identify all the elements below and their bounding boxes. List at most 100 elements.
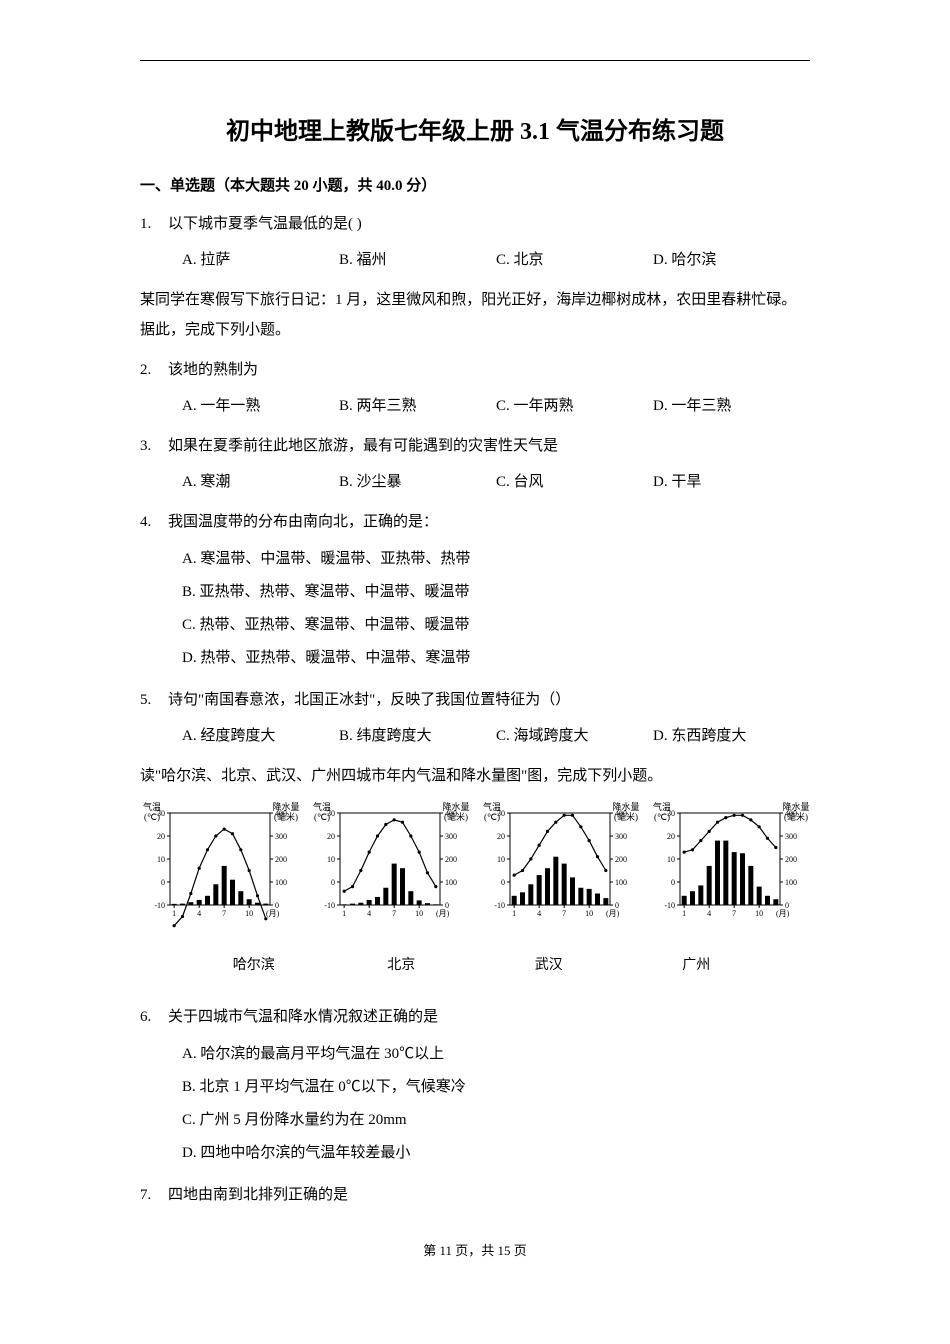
climate-chart: -100102030010020030040014710(月)气温(℃)降水量(… <box>650 801 810 936</box>
svg-text:(℃): (℃) <box>314 812 330 822</box>
svg-text:降水量: 降水量 <box>442 801 469 812</box>
svg-text:10: 10 <box>245 909 253 918</box>
svg-text:10: 10 <box>415 909 423 918</box>
option-a: A. 一年一熟 <box>182 391 339 421</box>
climate-chart: -100102030010020030040014710(月)气温(℃)降水量(… <box>480 801 640 936</box>
svg-text:4: 4 <box>367 909 371 918</box>
q-stem: 以下城市夏季气温最低的是( ) <box>168 209 810 239</box>
svg-text:7: 7 <box>562 909 566 918</box>
svg-text:20: 20 <box>327 832 335 841</box>
svg-text:100: 100 <box>445 878 457 887</box>
svg-text:200: 200 <box>445 855 457 864</box>
svg-text:10: 10 <box>755 909 763 918</box>
svg-text:1: 1 <box>682 909 686 918</box>
svg-text:气温: 气温 <box>653 801 671 812</box>
option-c: C. 台风 <box>496 467 653 497</box>
svg-text:气温: 气温 <box>313 801 331 812</box>
question-5: 5. 诗句"南国春意浓，北国正冰封"，反映了我国位置特征为（） <box>140 685 810 715</box>
city-label: 广州 <box>623 954 771 974</box>
svg-text:20: 20 <box>667 832 675 841</box>
option-b: B. 北京 1 月平均气温在 0℃以下，气候寒冷 <box>182 1071 810 1104</box>
option-c: C. 广州 5 月份降水量约为在 20mm <box>182 1104 810 1137</box>
question-7: 7. 四地由南到北排列正确的是 <box>140 1180 810 1210</box>
svg-text:100: 100 <box>785 878 797 887</box>
q-number: 1. <box>140 209 168 239</box>
climate-chart: -100102030010020030040014710(月)气温(℃)降水量(… <box>310 801 470 936</box>
svg-text:-10: -10 <box>664 901 675 910</box>
option-a: A. 经度跨度大 <box>182 721 339 751</box>
q-stem: 四地由南到北排列正确的是 <box>168 1180 810 1210</box>
top-rule <box>140 60 810 61</box>
svg-text:10: 10 <box>157 855 165 864</box>
option-a: A. 寒温带、中温带、暖温带、亚热带、热带 <box>182 543 810 576</box>
q-number: 2. <box>140 355 168 385</box>
option-d: D. 四地中哈尔滨的气温年较差最小 <box>182 1137 810 1170</box>
option-d: D. 干旱 <box>653 467 810 497</box>
chart-city-labels: 哈尔滨 北京 武汉 广州 <box>140 954 810 974</box>
q6-options: A. 哈尔滨的最高月平均气温在 30℃以上 B. 北京 1 月平均气温在 0℃以… <box>140 1038 810 1170</box>
option-b: B. 两年三熟 <box>339 391 496 421</box>
svg-text:降水量: 降水量 <box>782 801 809 812</box>
svg-text:-10: -10 <box>494 901 505 910</box>
question-6: 6. 关于四城市气温和降水情况叙述正确的是 <box>140 1002 810 1032</box>
svg-text:1: 1 <box>172 909 176 918</box>
question-4: 4. 我国温度带的分布由南向北，正确的是： <box>140 507 810 537</box>
q5-options: A. 经度跨度大 B. 纬度跨度大 C. 海域跨度大 D. 东西跨度大 <box>140 721 810 751</box>
option-a: A. 寒潮 <box>182 467 339 497</box>
svg-text:200: 200 <box>785 855 797 864</box>
svg-text:(毫米): (毫米) <box>274 811 298 822</box>
section-heading: 一、单选题（本大题共 20 小题，共 40.0 分） <box>140 174 810 195</box>
svg-text:200: 200 <box>615 855 627 864</box>
svg-text:4: 4 <box>537 909 541 918</box>
svg-text:4: 4 <box>707 909 711 918</box>
svg-text:20: 20 <box>157 832 165 841</box>
svg-text:10: 10 <box>667 855 675 864</box>
q-stem: 诗句"南国春意浓，北国正冰封"，反映了我国位置特征为（） <box>168 685 810 715</box>
doc-title: 初中地理上教版七年级上册 3.1 气温分布练习题 <box>140 111 810 146</box>
q-number: 4. <box>140 507 168 537</box>
svg-text:-10: -10 <box>324 901 335 910</box>
option-d: D. 热带、亚热带、暖温带、中温带、寒温带 <box>182 642 810 675</box>
svg-text:300: 300 <box>275 832 287 841</box>
svg-text:(毫米): (毫米) <box>614 811 638 822</box>
option-d: D. 一年三熟 <box>653 391 810 421</box>
q-stem: 该地的熟制为 <box>168 355 810 385</box>
q-number: 7. <box>140 1180 168 1210</box>
option-b: B. 福州 <box>339 245 496 275</box>
svg-text:(毫米): (毫米) <box>444 811 468 822</box>
city-label: 哈尔滨 <box>180 954 328 974</box>
page-footer: 第 11 页，共 15 页 <box>140 1240 810 1259</box>
svg-text:10: 10 <box>497 855 505 864</box>
option-d: D. 东西跨度大 <box>653 721 810 751</box>
question-1: 1. 以下城市夏季气温最低的是( ) <box>140 209 810 239</box>
svg-text:降水量: 降水量 <box>272 801 299 812</box>
svg-text:气温: 气温 <box>143 801 161 812</box>
option-b: B. 纬度跨度大 <box>339 721 496 751</box>
svg-text:1: 1 <box>342 909 346 918</box>
option-c: C. 海域跨度大 <box>496 721 653 751</box>
svg-text:1: 1 <box>512 909 516 918</box>
svg-text:(月): (月) <box>436 909 450 918</box>
svg-text:降水量: 降水量 <box>612 801 639 812</box>
option-b: B. 亚热带、热带、寒温带、中温带、暖温带 <box>182 576 810 609</box>
q-stem: 我国温度带的分布由南向北，正确的是： <box>168 507 810 537</box>
svg-text:7: 7 <box>222 909 226 918</box>
svg-text:0: 0 <box>501 878 505 887</box>
option-c: C. 热带、亚热带、寒温带、中温带、暖温带 <box>182 609 810 642</box>
svg-text:0: 0 <box>331 878 335 887</box>
svg-text:气温: 气温 <box>483 801 501 812</box>
svg-text:4: 4 <box>197 909 201 918</box>
q3-options: A. 寒潮 B. 沙尘暴 C. 台风 D. 干旱 <box>140 467 810 497</box>
svg-text:7: 7 <box>732 909 736 918</box>
svg-text:(℃): (℃) <box>144 812 160 822</box>
svg-text:300: 300 <box>445 832 457 841</box>
svg-text:200: 200 <box>275 855 287 864</box>
climate-chart: -100102030010020030040014710(月)气温(℃)降水量(… <box>140 801 300 936</box>
question-2: 2. 该地的熟制为 <box>140 355 810 385</box>
option-d: D. 哈尔滨 <box>653 245 810 275</box>
passage-1: 某同学在寒假写下旅行日记：1 月，这里微风和煦，阳光正好，海岸边椰树成林，农田里… <box>140 285 810 345</box>
q-number: 3. <box>140 431 168 461</box>
q1-options: A. 拉萨 B. 福州 C. 北京 D. 哈尔滨 <box>140 245 810 275</box>
svg-text:(月): (月) <box>606 909 620 918</box>
svg-text:20: 20 <box>497 832 505 841</box>
